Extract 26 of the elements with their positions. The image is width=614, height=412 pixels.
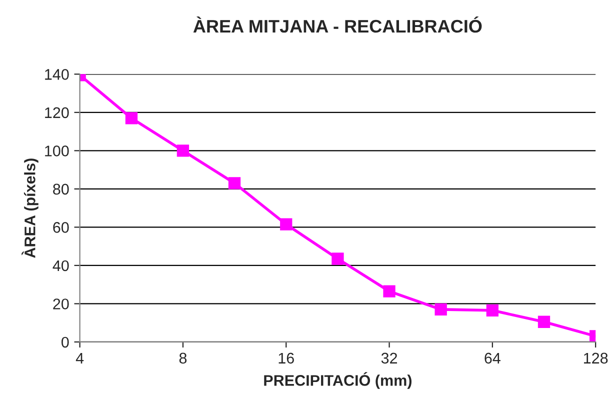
y-tick-label: 120	[45, 107, 69, 118]
x-tick-label: 32	[381, 352, 398, 364]
y-axis-title: ÀREA (píxels)	[22, 158, 38, 258]
point	[176, 144, 190, 157]
y-tick-label: 80	[53, 184, 69, 195]
point	[280, 218, 292, 230]
y-tick-label: 40	[52, 260, 69, 272]
point	[228, 177, 241, 190]
y-tick-label: 0	[62, 336, 69, 348]
point	[332, 252, 344, 265]
x-tick-label: 8	[179, 352, 187, 364]
point	[125, 112, 138, 124]
point	[486, 304, 499, 316]
y-tick-label: 100	[45, 146, 69, 156]
y-tick-label: 20	[53, 298, 69, 310]
x-tick-label: 128	[584, 352, 608, 364]
point	[434, 303, 447, 316]
x-axis-title: PRECIPITACIÓ (mm)	[264, 372, 412, 389]
x-tick-label: 64	[484, 352, 500, 364]
x-tick-label: 16	[278, 352, 294, 364]
y-tick-label: 60	[53, 222, 69, 233]
chart-title: ÀREA MITJANA - RECALIBRACIÓ	[193, 16, 482, 33]
point	[383, 285, 396, 298]
x-tick-label: 4	[76, 352, 84, 364]
point	[538, 316, 550, 328]
y-tick-label: 140	[45, 69, 69, 80]
